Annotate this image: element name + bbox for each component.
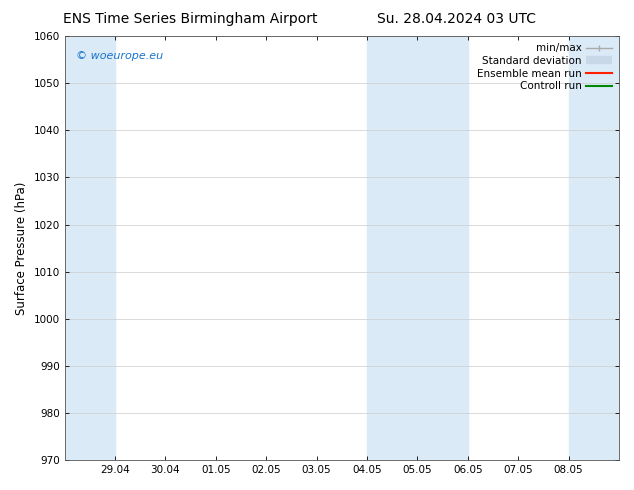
Text: ENS Time Series Birmingham Airport: ENS Time Series Birmingham Airport xyxy=(63,12,318,26)
Legend: min/max, Standard deviation, Ensemble mean run, Controll run: min/max, Standard deviation, Ensemble me… xyxy=(475,41,614,93)
Bar xyxy=(569,36,619,460)
Text: Su. 28.04.2024 03 UTC: Su. 28.04.2024 03 UTC xyxy=(377,12,536,26)
Bar xyxy=(65,36,115,460)
Y-axis label: Surface Pressure (hPa): Surface Pressure (hPa) xyxy=(15,181,28,315)
Text: © woeurope.eu: © woeurope.eu xyxy=(75,51,163,61)
Bar xyxy=(367,36,468,460)
